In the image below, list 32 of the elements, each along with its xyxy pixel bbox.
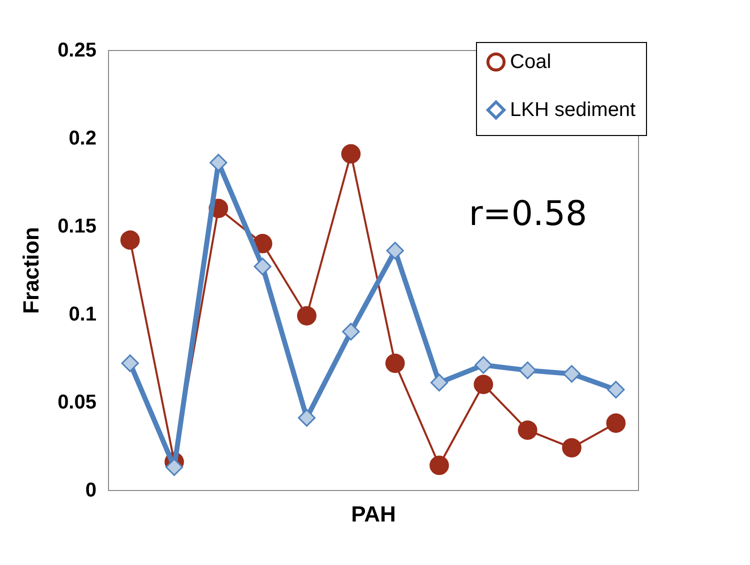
point bbox=[430, 374, 448, 392]
x-axis-title: PAH bbox=[351, 502, 396, 526]
y-tick-label: 0.2 bbox=[68, 128, 96, 150]
point bbox=[562, 365, 581, 383]
point bbox=[562, 438, 582, 458]
point bbox=[121, 354, 139, 372]
y-tick-label: 0.1 bbox=[68, 304, 96, 326]
point bbox=[474, 374, 494, 394]
y-tick-label: 0.05 bbox=[58, 392, 96, 414]
point bbox=[342, 322, 360, 340]
point bbox=[606, 413, 626, 433]
point bbox=[607, 380, 625, 398]
point bbox=[430, 456, 449, 476]
y-tick-label: 0 bbox=[85, 480, 96, 502]
point bbox=[386, 242, 404, 260]
legend-label: Coal bbox=[510, 51, 552, 73]
point bbox=[120, 230, 140, 250]
point bbox=[297, 306, 316, 326]
point bbox=[474, 356, 492, 374]
point bbox=[341, 144, 361, 164]
annotation: r=0.58 bbox=[468, 194, 588, 234]
point bbox=[518, 362, 536, 380]
point bbox=[385, 354, 405, 373]
y-axis-title: Fraction bbox=[18, 227, 44, 314]
point bbox=[254, 258, 272, 276]
point bbox=[165, 458, 184, 476]
point bbox=[518, 420, 538, 440]
legend-label: LKH sediment bbox=[510, 99, 636, 121]
y-tick-label: 0.15 bbox=[58, 216, 96, 238]
point bbox=[298, 409, 316, 427]
y-tick-label: 0.25 bbox=[58, 40, 96, 62]
point bbox=[210, 154, 228, 172]
